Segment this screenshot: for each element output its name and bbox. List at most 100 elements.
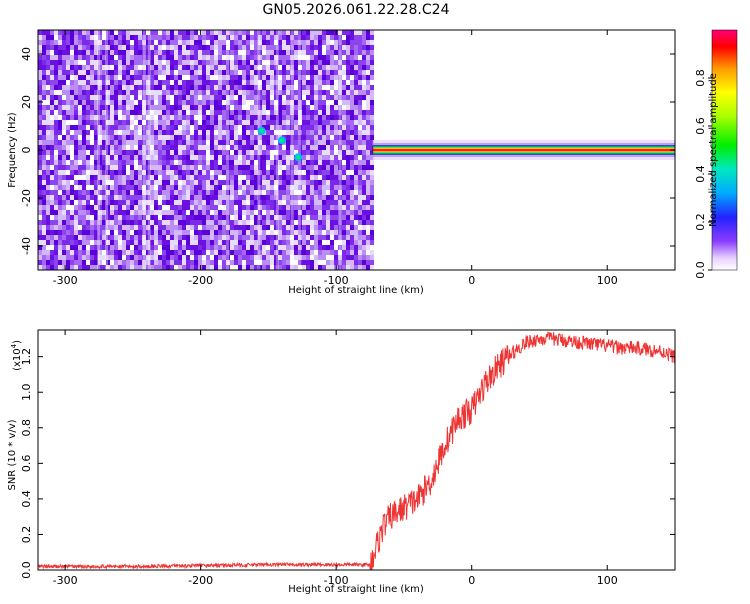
heatmap-cell xyxy=(354,210,358,215)
heatmap-cell xyxy=(190,100,194,105)
heatmap-cell xyxy=(178,140,182,145)
heatmap-cell xyxy=(98,235,102,240)
heatmap-cell xyxy=(62,170,66,175)
line-y-scale: (x104) xyxy=(10,340,23,371)
heatmap-cell xyxy=(274,160,278,165)
colorbar-tick-label: 0.4 xyxy=(694,165,707,183)
heatmap-cell xyxy=(358,80,362,85)
heatmap-cell xyxy=(46,195,50,200)
heatmap-cell xyxy=(210,135,214,140)
heatmap-cell xyxy=(346,230,350,235)
heatmap-cell xyxy=(74,170,78,175)
heatmap-cell xyxy=(150,260,154,265)
heatmap-cell xyxy=(206,80,210,85)
heatmap-cell xyxy=(274,80,278,85)
heatmap-cell xyxy=(334,225,338,230)
heatmap-cell xyxy=(38,145,42,150)
heatmap-cell xyxy=(138,100,142,105)
heatmap-cell xyxy=(114,135,118,140)
heatmap-cell xyxy=(46,45,50,50)
heatmap-cell xyxy=(118,70,122,75)
heatmap-cell xyxy=(274,105,278,110)
heatmap-cell xyxy=(362,150,366,155)
heatmap-cell xyxy=(114,260,118,265)
heatmap-cell xyxy=(166,240,170,245)
heatmap-cell xyxy=(110,200,114,205)
heatmap-cell xyxy=(194,110,198,115)
heatmap-cell xyxy=(38,220,42,225)
heatmap-cell xyxy=(226,165,230,170)
heatmap-cell xyxy=(318,240,322,245)
heatmap-cell xyxy=(218,70,222,75)
heatmap-cell xyxy=(98,245,102,250)
heatmap-cell xyxy=(230,65,234,70)
heatmap-cell xyxy=(206,35,210,40)
heatmap-cell xyxy=(94,60,98,65)
heatmap-cell xyxy=(362,210,366,215)
heatmap-cell xyxy=(234,60,238,65)
heatmap-cell xyxy=(42,85,46,90)
heatmap-cell xyxy=(346,55,350,60)
heatmap-cell xyxy=(134,110,138,115)
heatmap-cell xyxy=(354,105,358,110)
heatmap-cell xyxy=(94,30,98,35)
heatmap-cell xyxy=(138,245,142,250)
heatmap-cell xyxy=(70,170,74,175)
heatmap-cell xyxy=(334,205,338,210)
heatmap-cell xyxy=(258,155,262,160)
heatmap-cell xyxy=(166,85,170,90)
heatmap-cell xyxy=(214,30,218,35)
heatmap-cell xyxy=(334,215,338,220)
heatmap-cell xyxy=(266,260,270,265)
heatmap-cell xyxy=(330,85,334,90)
heatmap-cell xyxy=(70,160,74,165)
heatmap-cell xyxy=(150,35,154,40)
heatmap-cell xyxy=(54,175,58,180)
heatmap-cell xyxy=(314,105,318,110)
heatmap-cell xyxy=(58,220,62,225)
heatmap-cell xyxy=(94,265,98,270)
line-y-tick-label: 0.8 xyxy=(20,419,33,437)
heatmap-cell xyxy=(62,140,66,145)
heatmap-cell xyxy=(190,160,194,165)
heatmap-cell xyxy=(58,195,62,200)
heatmap-cell xyxy=(110,30,114,35)
heatmap-cell xyxy=(334,105,338,110)
heatmap-cell xyxy=(222,50,226,55)
heatmap-cell xyxy=(50,175,54,180)
heatmap-cell xyxy=(250,170,254,175)
heatmap-cell xyxy=(350,125,354,130)
heatmap-cell xyxy=(238,160,242,165)
heatmap-cell xyxy=(226,255,230,260)
heatmap-cell xyxy=(298,180,302,185)
heatmap-cell xyxy=(290,35,294,40)
heatmap-cell xyxy=(318,130,322,135)
heatmap-cell xyxy=(194,215,198,220)
heatmap-cell xyxy=(282,70,286,75)
heatmap-cell xyxy=(342,240,346,245)
heatmap-cell xyxy=(310,100,314,105)
heatmap-cell xyxy=(306,235,310,240)
heatmap-cell xyxy=(214,90,218,95)
heatmap-cell xyxy=(194,100,198,105)
heatmap-cell xyxy=(174,50,178,55)
heatmap-cell xyxy=(134,55,138,60)
heatmap-cell xyxy=(82,50,86,55)
heatmap-cell xyxy=(214,195,218,200)
heatmap-x-tick-label: -300 xyxy=(53,274,78,287)
heatmap-cell xyxy=(42,105,46,110)
heatmap-cell xyxy=(82,80,86,85)
heatmap-cell xyxy=(110,230,114,235)
heatmap-cell xyxy=(230,40,234,45)
heatmap-cell xyxy=(186,140,190,145)
heatmap-cell xyxy=(126,125,130,130)
heatmap-cell xyxy=(138,35,142,40)
heatmap-cell xyxy=(306,45,310,50)
heatmap-cell xyxy=(270,175,274,180)
heatmap-cell xyxy=(54,50,58,55)
heatmap-cell xyxy=(114,100,118,105)
heatmap-cell xyxy=(334,100,338,105)
heatmap-cell xyxy=(86,220,90,225)
heatmap-cell xyxy=(274,110,278,115)
heatmap-cell xyxy=(338,175,342,180)
